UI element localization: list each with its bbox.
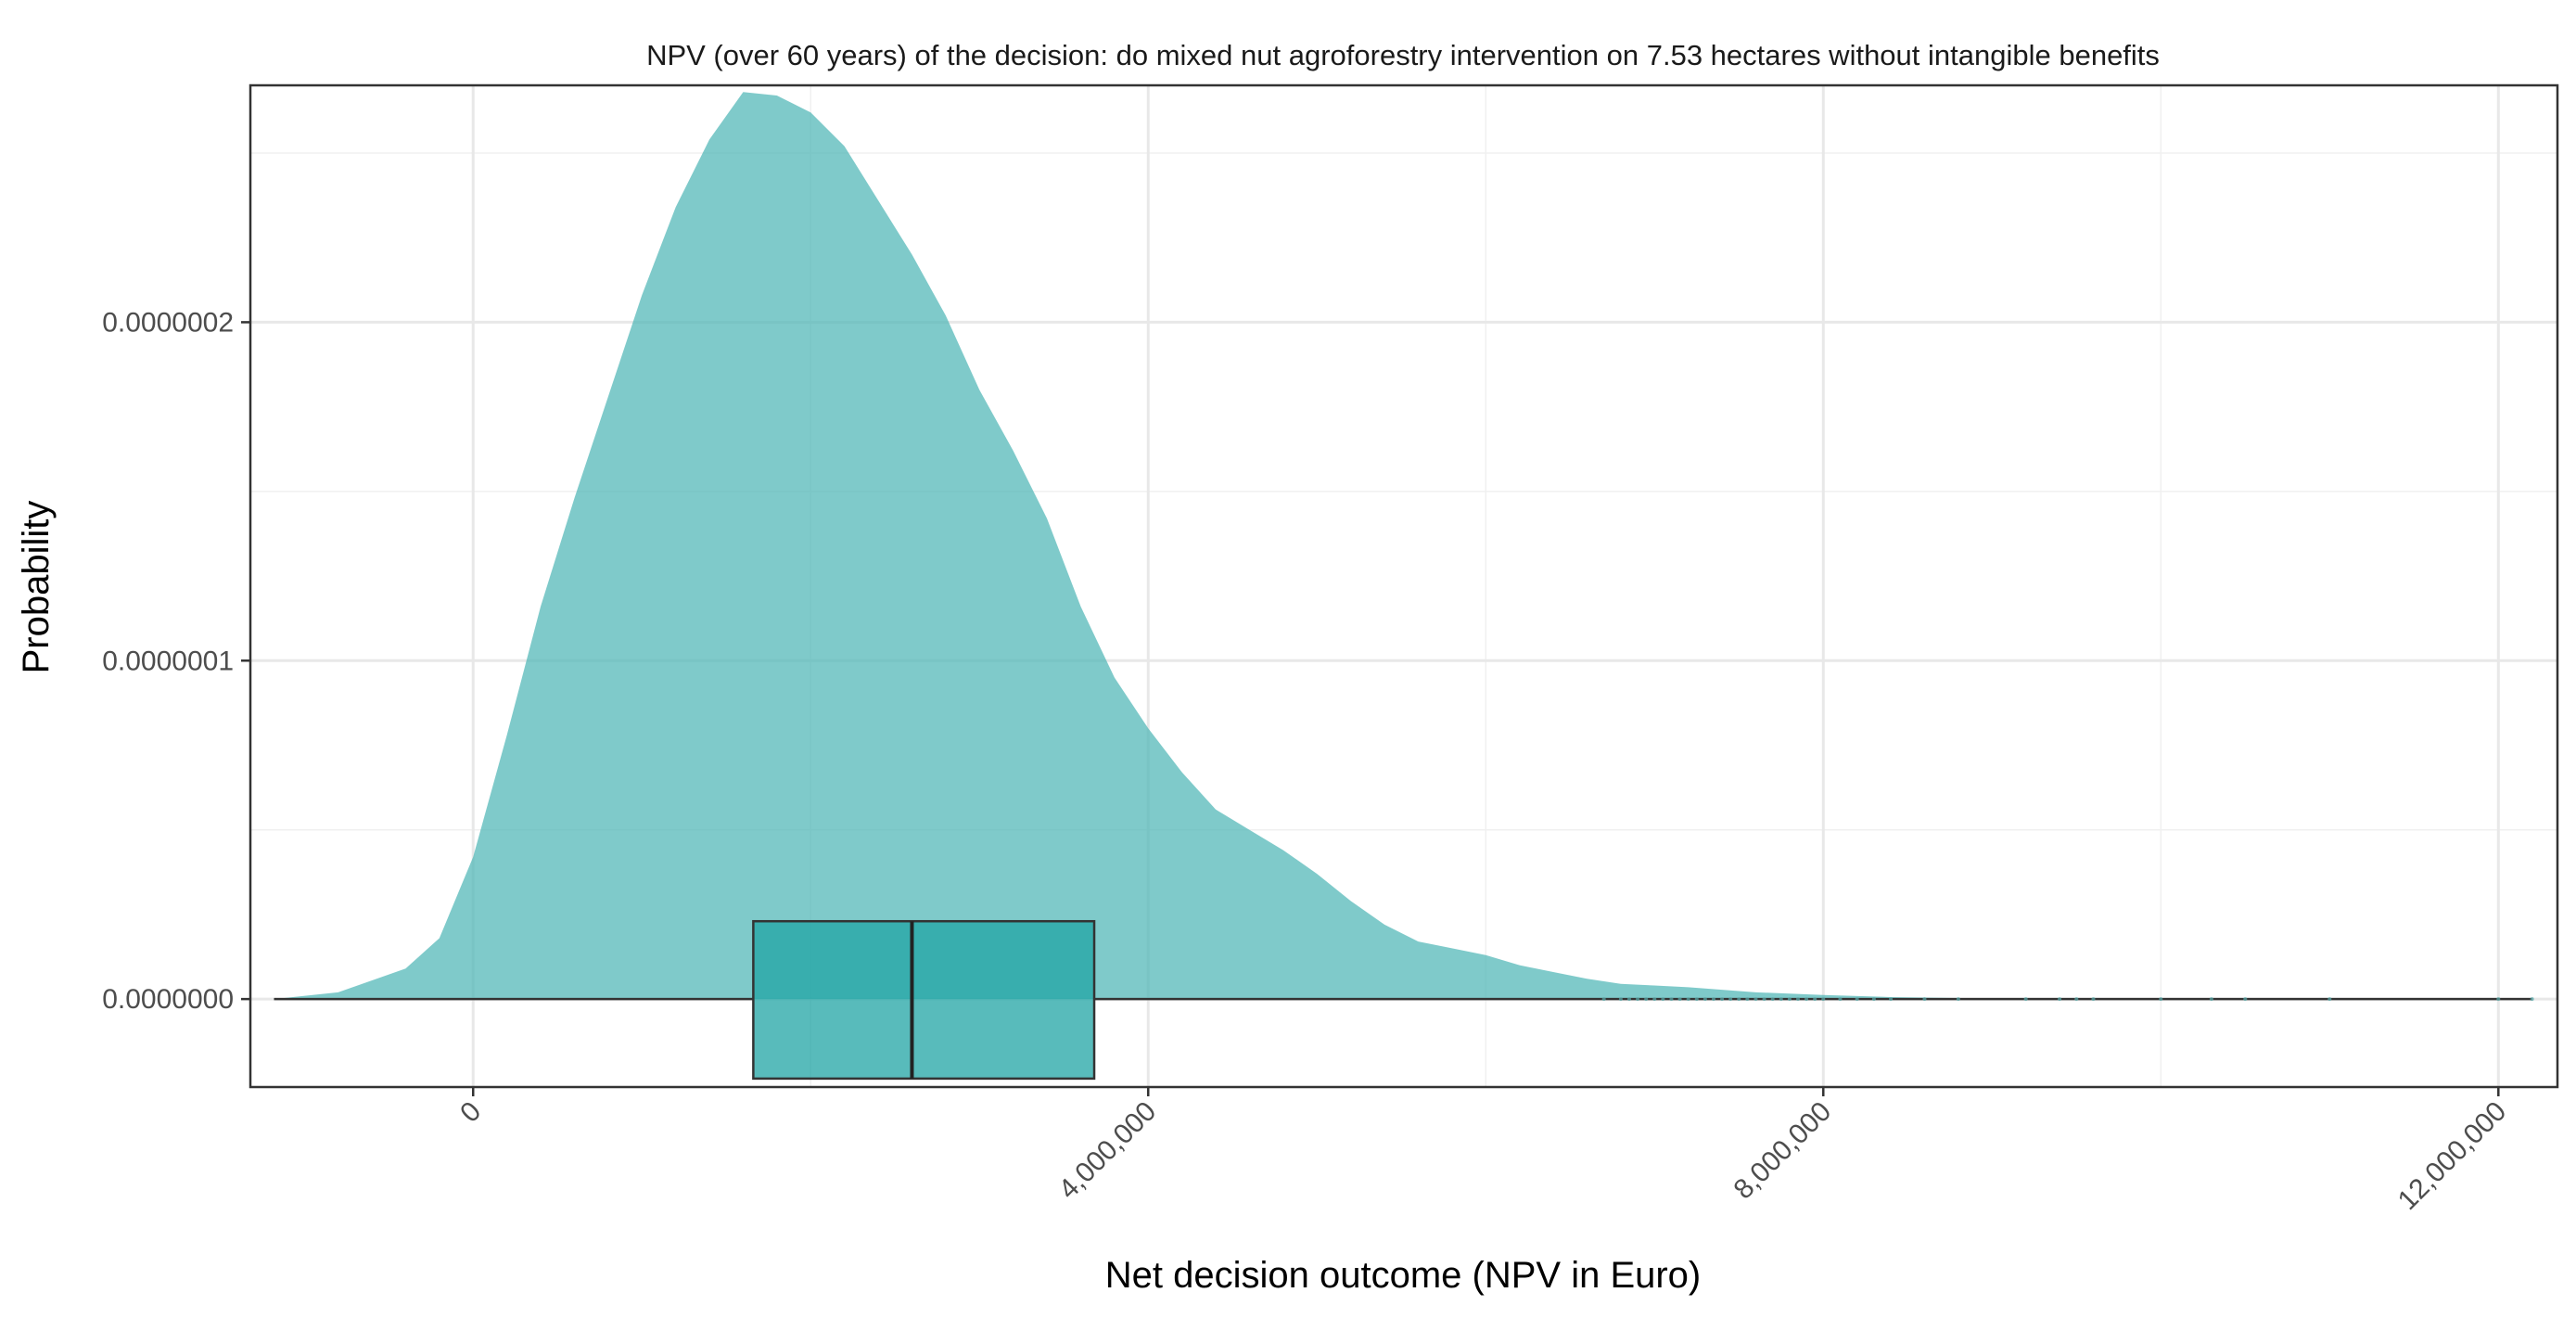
outlier-point xyxy=(1677,997,1682,1002)
outlier-point xyxy=(1694,997,1699,1002)
outlier-point xyxy=(1711,997,1715,1002)
outlier-point xyxy=(1720,997,1725,1002)
y-axis-title: Probability xyxy=(16,501,57,674)
plot-area: 0 4,000,000 8,000,000 12,000,0000.00000000.… xyxy=(102,83,2559,1216)
outlier-point xyxy=(2058,997,2062,1002)
outlier-point xyxy=(2074,997,2079,1002)
outlier-point xyxy=(1644,997,1649,1002)
outlier-point xyxy=(2209,997,2213,1002)
outlier-point xyxy=(2159,997,2163,1002)
outlier-point xyxy=(1686,997,1690,1002)
outlier-point xyxy=(2023,997,2028,1002)
y-tick-label: 0.0000000 xyxy=(102,984,234,1015)
outlier-point xyxy=(1661,997,1665,1002)
outlier-point xyxy=(1626,997,1631,1002)
outlier-point xyxy=(1787,997,1792,1002)
boxplot-box xyxy=(752,919,1096,1081)
outlier-point xyxy=(1652,997,1657,1002)
outlier-point xyxy=(2243,997,2248,1002)
outlier-point xyxy=(2496,997,2501,1002)
outlier-point xyxy=(1956,997,1960,1002)
outlier-point xyxy=(2530,997,2534,1002)
outlier-point xyxy=(1821,997,1826,1002)
outlier-point xyxy=(1745,997,1750,1002)
outlier-point xyxy=(1795,997,1800,1002)
outlier-point xyxy=(1669,997,1674,1002)
outlier-point xyxy=(1753,997,1758,1002)
outlier-point xyxy=(1871,997,1876,1002)
outlier-point xyxy=(1922,997,1927,1002)
outlier-point xyxy=(2091,997,2096,1002)
outlier-point xyxy=(1838,997,1843,1002)
outlier-point xyxy=(1702,997,1707,1002)
outlier-point xyxy=(1889,997,1894,1002)
y-tick-label: 0.0000002 xyxy=(102,307,234,338)
outlier-point xyxy=(1601,997,1606,1002)
outlier-point xyxy=(1737,997,1741,1002)
x-axis-title: Net decision outcome (NPV in Euro) xyxy=(1105,1255,1702,1296)
outlier-point xyxy=(1618,997,1623,1002)
outlier-point xyxy=(1779,997,1783,1002)
y-tick-label: 0.0000001 xyxy=(102,646,234,676)
outlier-point xyxy=(1728,997,1733,1002)
outlier-point xyxy=(1636,997,1640,1002)
outlier-point xyxy=(1855,997,1859,1002)
panel-border xyxy=(249,83,2559,1089)
density-area xyxy=(274,92,2532,1000)
chart-title: NPV (over 60 years) of the decision: do … xyxy=(646,39,2160,71)
outlier-point xyxy=(2327,997,2332,1002)
outlier-point xyxy=(1813,997,1817,1002)
outlier-point xyxy=(1770,997,1775,1002)
outlier-point xyxy=(1762,997,1766,1002)
outlier-point xyxy=(1804,997,1809,1002)
